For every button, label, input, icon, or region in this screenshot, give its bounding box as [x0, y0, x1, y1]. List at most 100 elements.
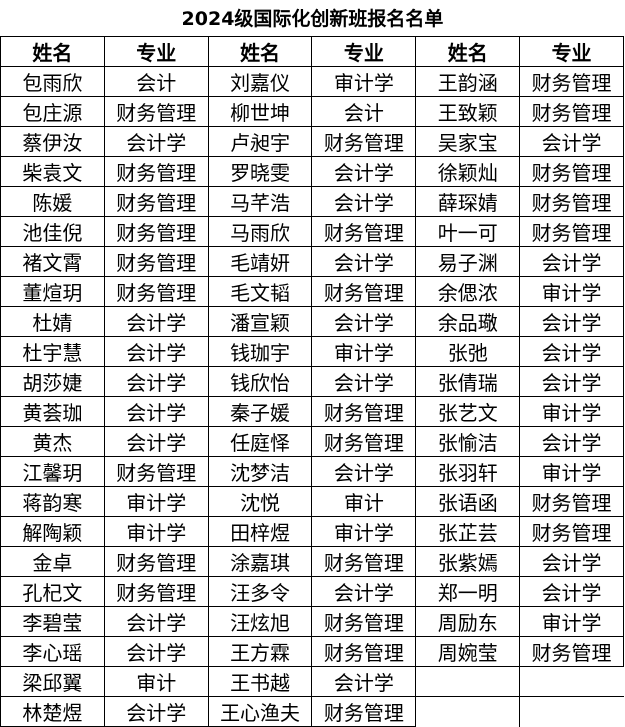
- table-row: 董煊玥 财务管理 毛文韬 财务管理 余偲浓 审计学: [0, 276, 624, 307]
- header-cell: 姓名: [207, 36, 313, 67]
- name-cell: 黄杰: [0, 426, 105, 457]
- table-row: 杜婧 会计学 潘宣颖 会计学 余品璥 会计学: [0, 306, 624, 337]
- empty-cell: [519, 696, 624, 727]
- name-cell: 蒋韵寒: [0, 486, 105, 517]
- title: 2024级国际化创新班报名名单: [181, 8, 444, 30]
- name-cell: 沈梦洁: [207, 456, 313, 487]
- major-cell: 审计学: [519, 456, 624, 487]
- major-cell: 会计学: [519, 576, 624, 607]
- major-cell: 会计学: [311, 576, 417, 607]
- name-cell: 张芷芸: [415, 516, 521, 547]
- name-cell: 沈悦: [207, 486, 313, 517]
- name-cell: 江馨玥: [0, 456, 105, 487]
- name-cell: 田梓煜: [207, 516, 313, 547]
- major-cell: 会计学: [103, 636, 209, 667]
- name-cell: 包庄源: [0, 96, 105, 127]
- table-row: 李碧莹 会计学 汪炫旭 财务管理 周励东 审计学: [0, 606, 624, 637]
- name-cell: 钱欣怡: [207, 366, 313, 397]
- major-cell: 财务管理: [519, 66, 624, 97]
- name-cell: 蔡伊汝: [0, 126, 105, 157]
- header-cell: 姓名: [0, 36, 105, 67]
- major-cell: 审计学: [519, 396, 624, 427]
- name-cell: 余偲浓: [415, 276, 521, 307]
- major-cell: 财务管理: [311, 606, 417, 637]
- name-cell: 薛琛婧: [415, 186, 521, 217]
- name-cell: 吴家宝: [415, 126, 521, 157]
- table-row: 蔡伊汝 会计学 卢昶宇 财务管理 吴家宝 会计学: [0, 126, 624, 157]
- name-cell: 汪炫旭: [207, 606, 313, 637]
- major-cell: 会计学: [103, 306, 209, 337]
- name-cell: 郑一明: [415, 576, 521, 607]
- name-cell: 徐颖灿: [415, 156, 521, 187]
- name-cell: 董煊玥: [0, 276, 105, 307]
- name-cell: 马雨欣: [207, 216, 313, 247]
- name-cell: 任庭怿: [207, 426, 313, 457]
- name-cell: 王心渔夫: [207, 696, 313, 727]
- major-cell: 财务管理: [519, 516, 624, 547]
- major-cell: 会计学: [519, 336, 624, 367]
- major-cell: 财务管理: [311, 696, 417, 727]
- name-cell: 王韵涵: [415, 66, 521, 97]
- major-cell: 会计学: [103, 366, 209, 397]
- major-cell: 财务管理: [519, 186, 624, 217]
- name-cell: 张语函: [415, 486, 521, 517]
- table-row: 包庄源 财务管理 柳世坤 会计 王致颖 财务管理: [0, 96, 624, 127]
- major-cell: 审计学: [519, 276, 624, 307]
- major-cell: 财务管理: [103, 246, 209, 277]
- major-cell: 财务管理: [311, 276, 417, 307]
- major-cell: 财务管理: [311, 126, 417, 157]
- header-cell: 专业: [519, 36, 624, 67]
- name-cell: 黄荟珈: [0, 396, 105, 427]
- name-cell: 张紫嫣: [415, 546, 521, 577]
- major-cell: 会计学: [103, 396, 209, 427]
- major-cell: 会计学: [311, 156, 417, 187]
- major-cell: 财务管理: [311, 216, 417, 247]
- name-cell: 余品璥: [415, 306, 521, 337]
- major-cell: 财务管理: [103, 576, 209, 607]
- major-cell: 财务管理: [103, 96, 209, 127]
- major-cell: 财务管理: [519, 216, 624, 247]
- name-cell: 汪多令: [207, 576, 313, 607]
- table-row: 杜宇慧 会计学 钱珈宇 审计学 张弛 会计学: [0, 336, 624, 367]
- table-row: 江馨玥 财务管理 沈梦洁 会计学 张羽轩 审计学: [0, 456, 624, 487]
- major-cell: 财务管理: [103, 216, 209, 247]
- name-cell: 张羽轩: [415, 456, 521, 487]
- empty-cell: [415, 696, 520, 727]
- name-cell: 张艺文: [415, 396, 521, 427]
- name-cell: 解陶颖: [0, 516, 105, 547]
- major-cell: 会计学: [311, 246, 417, 277]
- header-cell: 姓名: [415, 36, 521, 67]
- name-cell: 杜婧: [0, 306, 105, 337]
- header-cell: 专业: [103, 36, 209, 67]
- name-cell: 张倩瑞: [415, 366, 521, 397]
- major-cell: 会计: [103, 66, 209, 97]
- major-cell: 财务管理: [311, 426, 417, 457]
- major-cell: 会计学: [103, 696, 209, 727]
- name-cell: 李碧莹: [0, 606, 105, 637]
- table-row: 解陶颖 审计学 田梓煜 审计学 张芷芸 财务管理: [0, 516, 624, 547]
- name-cell: 金卓: [0, 546, 105, 577]
- name-cell: 卢昶宇: [207, 126, 313, 157]
- table-row: 黄荟珈 会计学 秦子媛 财务管理 张艺文 审计学: [0, 396, 624, 427]
- major-cell: 审计学: [103, 516, 209, 547]
- name-cell: 柴袁文: [0, 156, 105, 187]
- name-cell: 柳世坤: [207, 96, 313, 127]
- major-cell: 会计学: [311, 366, 417, 397]
- header-row: 姓名 专业 姓名 专业 姓名 专业: [0, 36, 624, 67]
- major-cell: 会计: [311, 96, 417, 127]
- major-cell: 审计学: [519, 606, 624, 637]
- table-row: 胡莎婕 会计学 钱欣怡 会计学 张倩瑞 会计学: [0, 366, 624, 397]
- major-cell: 财务管理: [103, 546, 209, 577]
- table-row: 林楚煜 会计学 王心渔夫 财务管理: [0, 696, 624, 727]
- name-cell: 张愉洁: [415, 426, 521, 457]
- name-cell: 毛靖妍: [207, 246, 313, 277]
- name-cell: 张弛: [415, 336, 521, 367]
- major-cell: 财务管理: [311, 546, 417, 577]
- major-cell: 审计学: [311, 66, 417, 97]
- name-cell: 易子渊: [415, 246, 521, 277]
- name-cell: 王致颖: [415, 96, 521, 127]
- table-row: 黄杰 会计学 任庭怿 财务管理 张愉洁 会计学: [0, 426, 624, 457]
- table-row: 金卓 财务管理 涂嘉琪 财务管理 张紫嫣 会计学: [0, 546, 624, 577]
- major-cell: 财务管理: [519, 156, 624, 187]
- major-cell: 会计学: [103, 126, 209, 157]
